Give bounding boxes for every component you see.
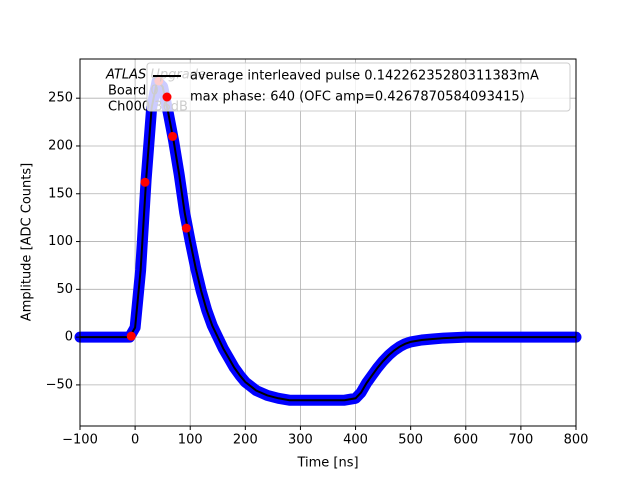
legend-label: max phase: 640 (OFC amp=0.42678705840934… <box>190 90 525 105</box>
legend-swatch <box>162 92 172 102</box>
x-tick-label: 0 <box>131 433 139 448</box>
ticks: −100 0 100 200 300 400 500 600 700 800 −50 0 50 100 15… <box>46 91 589 448</box>
x-tick-label: 800 <box>564 433 589 448</box>
point <box>168 131 178 141</box>
legend-box <box>146 62 571 112</box>
point <box>140 177 150 187</box>
point <box>181 223 191 233</box>
y-axis-label: Amplitude [ADC Counts] <box>20 163 35 321</box>
y-tick-label: 200 <box>48 138 73 153</box>
x-tick-label: 400 <box>343 433 368 448</box>
x-tick-label: 600 <box>453 433 478 448</box>
x-tick-label: 700 <box>508 433 533 448</box>
point <box>126 331 136 341</box>
y-tick-label: 100 <box>48 234 73 249</box>
legend-label: average interleaved pulse 0.142262352803… <box>190 69 539 84</box>
legend: average interleaved pulse 0.142262352803… <box>146 62 571 112</box>
y-tick-label: 50 <box>56 282 73 297</box>
x-tick-label: 500 <box>398 433 423 448</box>
y-tick-label: 0 <box>65 330 73 345</box>
x-axis-label: Time [ns] <box>296 456 358 471</box>
x-tick-label: 100 <box>178 433 203 448</box>
x-tick-label: −100 <box>62 433 98 448</box>
y-tick-label: −50 <box>46 377 73 392</box>
y-tick-label: 250 <box>48 91 73 106</box>
y-tick-label: 150 <box>48 186 73 201</box>
x-tick-label: 300 <box>288 433 313 448</box>
annotation: Board 0 <box>108 84 159 99</box>
x-tick-label: 200 <box>233 433 258 448</box>
axes-frame <box>79 58 577 427</box>
